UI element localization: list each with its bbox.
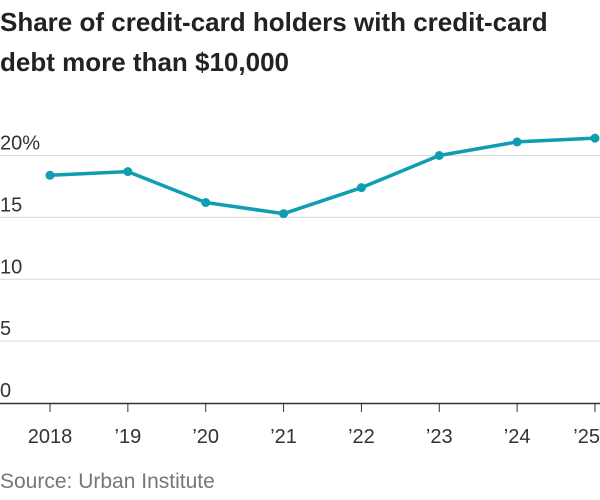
y-axis-tick-labels: 0 5 10 15 20%	[0, 133, 40, 403]
x-axis: 2018 ’19 ’20 ’21 ’22 ’23 ’24 ’25	[0, 402, 600, 448]
x-tick-label: ’20	[192, 426, 219, 448]
y-tick-label: 10	[0, 256, 22, 278]
data-point	[201, 198, 211, 208]
data-point	[356, 183, 366, 193]
y-tick-label: 5	[0, 318, 11, 340]
data-point	[123, 167, 133, 177]
y-tick-label: 15	[0, 194, 22, 216]
y-tick-label: 0	[0, 380, 11, 402]
data-point	[45, 170, 55, 180]
x-tick-label: 2018	[28, 426, 73, 448]
data-point	[279, 209, 289, 219]
x-tick-label: ’23	[426, 426, 453, 448]
series-line	[48, 136, 597, 216]
gridlines	[0, 155, 600, 342]
data-series	[45, 133, 600, 219]
data-point	[512, 137, 522, 147]
x-tick-label: ’21	[270, 426, 297, 448]
data-point	[590, 133, 600, 143]
x-tick-label: ’22	[348, 426, 375, 448]
data-point	[434, 151, 444, 160]
x-tick-label: ’25	[573, 426, 600, 448]
chart-title: Share of credit-card holders with credit…	[0, 7, 548, 77]
x-tick-label: ’24	[504, 426, 531, 448]
y-tick-label: 20%	[0, 133, 40, 155]
x-tick-label: ’19	[115, 426, 142, 448]
line-chart: 0 5 10 15 20% 2018 ’19 ’20 ’21 ’22 ’23 ’24 ’25	[0, 133, 600, 448]
source-note: Source: Urban Institute	[0, 470, 215, 493]
